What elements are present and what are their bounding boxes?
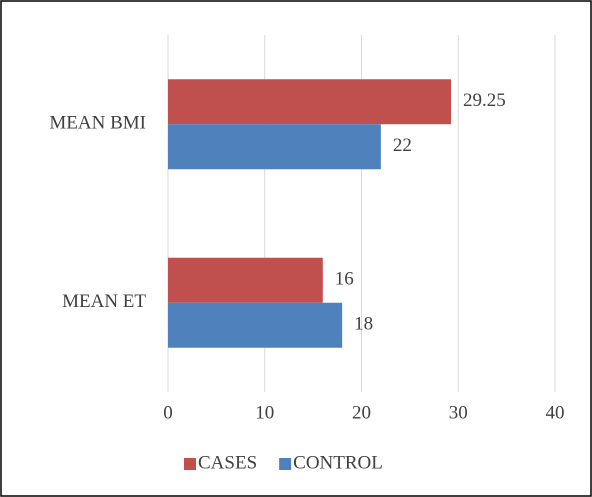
x-tick-label: 0 [163,402,173,423]
data-label: 16 [335,269,354,290]
y-tick-label: MEAN ET [62,291,146,312]
data-label: 18 [354,314,373,335]
data-label: 22 [393,135,412,156]
legend-swatch [279,458,292,470]
y-tick-label: MEAN BMI [49,113,146,134]
legend-swatch [184,458,196,470]
bar [168,124,381,170]
bar [168,302,343,348]
x-tick-label: 40 [546,402,565,423]
data-label: 29.25 [463,90,506,111]
legend-label: CASES [198,452,257,473]
bar [168,79,451,125]
x-tick-label: 30 [449,402,468,423]
legend-label: CONTROL [293,452,383,473]
x-tick-label: 10 [255,402,274,423]
x-tick-label: 20 [352,402,371,423]
bar [168,257,323,303]
